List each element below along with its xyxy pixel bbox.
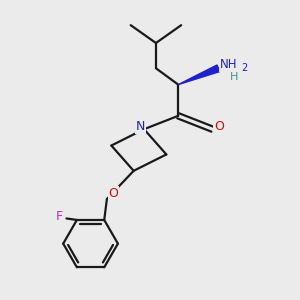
Text: N: N: [136, 120, 145, 133]
Polygon shape: [178, 65, 220, 85]
Text: NH: NH: [220, 58, 238, 71]
Text: 2: 2: [242, 63, 248, 73]
Text: O: O: [109, 187, 118, 200]
Text: O: O: [214, 120, 224, 133]
Text: H: H: [230, 72, 238, 82]
Text: F: F: [56, 211, 63, 224]
